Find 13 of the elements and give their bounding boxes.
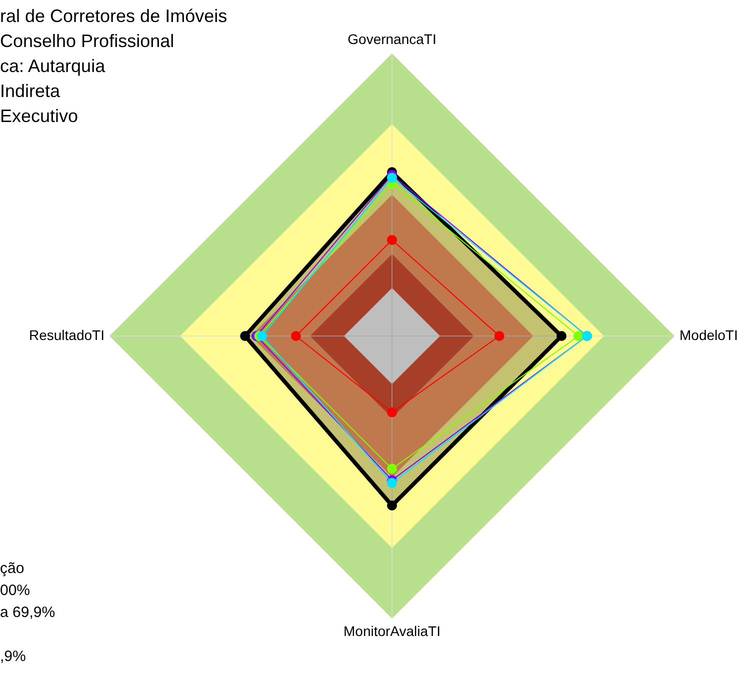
text: Executivo <box>0 105 80 128</box>
text: ção <box>0 559 26 579</box>
text: 00% <box>0 581 32 601</box>
text: ca: Autarquia <box>0 55 106 78</box>
text: ral de Corretores de Imóveis <box>0 5 228 28</box>
text: Conselho Profissional <box>0 30 176 53</box>
spoke-label: MonitorAvaliaTI <box>343 622 441 639</box>
spoke-label: ModeloTI <box>680 326 737 343</box>
text: a 69,9% <box>0 603 56 623</box>
spoke-label: ResultadoTI <box>29 326 104 343</box>
spoke-label: GovernancaTI <box>348 30 436 47</box>
text: ,9% <box>0 647 27 667</box>
text: Indireta <box>0 80 62 103</box>
